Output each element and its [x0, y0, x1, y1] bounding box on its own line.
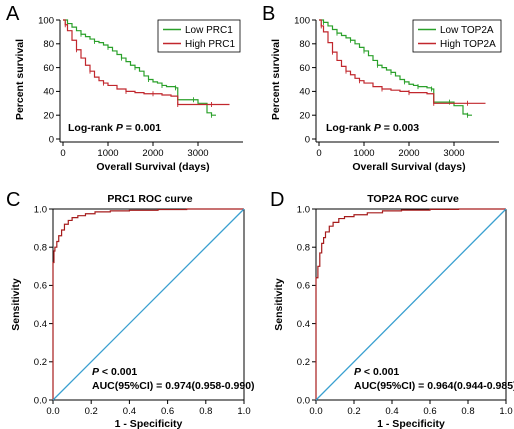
y-tick-label: 0.2: [34, 357, 47, 368]
roc-p-annotation-c: P < 0.001: [92, 366, 137, 378]
x-tick-label: 1000: [97, 148, 118, 159]
panel-letter-c: C: [6, 189, 20, 211]
y-tick-label: 20: [43, 111, 54, 122]
x-tick-label: 0.8: [199, 406, 212, 417]
logrank-p-symbol: P: [374, 122, 382, 134]
y-tick-label: 40: [43, 87, 54, 98]
x-axis-title: Overall Survival (days): [96, 161, 209, 173]
roc-plot-top2a: 0.0 0.2 0.4 0.6 0.8 1.0 0.0 0.2 0.4 0.6 0.8 1.0 1 - …: [273, 204, 513, 429]
panel-letter-a: A: [6, 3, 20, 25]
logrank-value: = 0.001: [123, 122, 161, 134]
x-axis-title: Overall Survival (days): [352, 161, 465, 173]
reference-diagonal-line: [52, 208, 245, 401]
y-tick-label: 0.6: [297, 281, 310, 292]
roc-curve: [52, 208, 244, 400]
y-axis-title: Percent survival: [14, 39, 26, 120]
legend-label-high-prc1: High PRC1: [185, 39, 235, 50]
y-axis-title: Percent survival: [270, 39, 282, 120]
y-tick-label: 100: [294, 15, 310, 26]
survival-plot-prc1: 0 1000 2000 3000 0 20 40 60 80 100 Overall Surviva…: [14, 15, 243, 173]
x-tick-label: 0.4: [385, 406, 398, 417]
y-tick-label: 0.8: [297, 243, 310, 254]
x-tick-label: 1.0: [237, 406, 250, 417]
x-axis-title: 1 - Specificity: [377, 418, 445, 429]
y-tick-label: 0.0: [34, 395, 47, 406]
y-tick-label: 0.0: [297, 395, 310, 406]
y-tick-label: 0.6: [34, 281, 47, 292]
y-axis-title: Sensitivity: [273, 278, 285, 331]
roc-p-symbol: P: [354, 366, 362, 378]
reference-diagonal-line: [315, 208, 507, 401]
y-tick-label: 1.0: [297, 204, 310, 215]
logrank-annotation-a: Log-rank P = 0.001: [68, 122, 161, 134]
y-tick-label: 0: [305, 134, 310, 145]
x-tick-label: 0.6: [161, 406, 174, 417]
roc-p-value: < 0.001: [361, 366, 399, 378]
roc-auc-annotation-c: AUC(95%CI) = 0.974(0.958-0.990): [92, 380, 255, 392]
legend-box: [157, 19, 241, 53]
legend-label-low-top2a: Low TOP2A: [440, 25, 494, 36]
y-tick-label: 0.8: [34, 243, 47, 254]
y-tick-label: 40: [299, 87, 310, 98]
y-tick-label: 1.0: [34, 204, 47, 215]
roc-p-value: < 0.001: [99, 366, 137, 378]
logrank-p-symbol: P: [116, 122, 124, 134]
y-tick-label: 0.4: [34, 319, 47, 330]
x-tick-label: 0.6: [423, 406, 436, 417]
x-tick-label: 0.8: [461, 406, 474, 417]
y-tick-label: 60: [299, 63, 310, 74]
roc-plot-prc1: 0.0 0.2 0.4 0.6 0.8 1.0 0.0 0.2 0.4 0.6 0.8 1.0 1 - …: [10, 204, 251, 429]
x-tick-label: 0.2: [347, 406, 360, 417]
legend-box: [412, 19, 502, 53]
x-axis-title: 1 - Specificity: [115, 418, 183, 429]
logrank-annotation-b: Log-rank P = 0.003: [326, 122, 419, 134]
roc-p-annotation-d: P < 0.001: [354, 366, 399, 378]
x-tick-label: 3000: [443, 148, 464, 159]
legend-label-high-top2a: High TOP2A: [440, 39, 496, 50]
y-tick-label: 80: [299, 39, 310, 50]
panel-letter-d: D: [270, 189, 284, 211]
survival-curve-low: [319, 19, 472, 116]
y-tick-label: 20: [299, 111, 310, 122]
roc-auc-annotation-d: AUC(95%CI) = 0.964(0.944-0.985): [354, 380, 514, 392]
x-tick-label: 2000: [142, 148, 163, 159]
roc-p-symbol: P: [92, 366, 100, 378]
survival-curve-low: [63, 19, 216, 116]
y-tick-label: 0.4: [297, 319, 310, 330]
logrank-value: = 0.003: [381, 122, 419, 134]
y-tick-label: 100: [38, 15, 54, 26]
x-tick-label: 0: [316, 148, 321, 159]
x-tick-label: 0.4: [123, 406, 136, 417]
x-tick-label: 3000: [187, 148, 208, 159]
y-tick-label: 0.2: [297, 357, 310, 368]
survival-plot-top2a: 0 1000 2000 3000 0 20 40 60 80 100 Overall Surviva…: [270, 15, 499, 173]
chart-title-c: PRC1 ROC curve: [107, 193, 192, 205]
y-tick-label: 80: [43, 39, 54, 50]
survival-curve-high: [63, 19, 230, 106]
x-tick-label: 1000: [353, 148, 374, 159]
legend-label-low-prc1: Low PRC1: [185, 25, 233, 36]
logrank-prefix: Log-rank: [326, 122, 374, 134]
legend-b: Low TOP2A High TOP2A: [412, 19, 502, 53]
x-tick-label: 0.2: [85, 406, 98, 417]
y-tick-label: 60: [43, 63, 54, 74]
x-tick-label: 0: [60, 148, 65, 159]
panel-letter-b: B: [262, 3, 275, 25]
legend-a: Low PRC1 High PRC1: [157, 19, 241, 53]
x-tick-label: 0.0: [309, 406, 322, 417]
survival-curve-high: [319, 19, 486, 104]
logrank-prefix: Log-rank: [68, 122, 116, 134]
chart-title-d: TOP2A ROC curve: [367, 193, 459, 205]
y-axis-title: Sensitivity: [10, 278, 22, 331]
y-tick-label: 0: [49, 134, 54, 145]
x-tick-label: 1.0: [499, 406, 512, 417]
x-tick-label: 2000: [398, 148, 419, 159]
roc-curve: [315, 208, 506, 400]
x-tick-label: 0.0: [46, 406, 59, 417]
